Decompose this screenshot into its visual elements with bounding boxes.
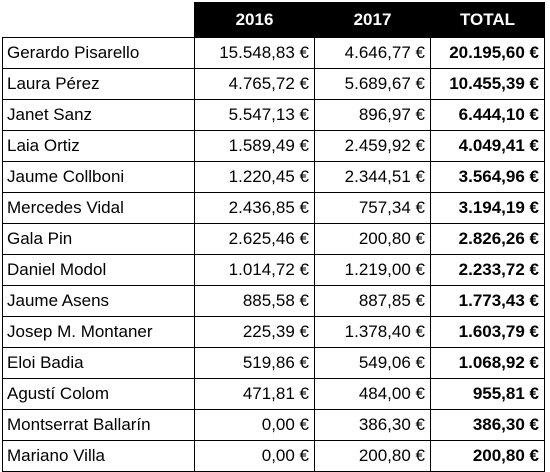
value-cell-2017[interactable]: 757,34 € (314, 192, 431, 224)
name-cell[interactable]: Laura Pérez (2, 68, 195, 100)
value-cell-2017[interactable]: 200,80 € (314, 440, 431, 472)
value-cell-2017[interactable]: 5.689,67 € (314, 68, 431, 100)
value-cell-2016[interactable]: 2.625,46 € (194, 223, 315, 255)
value-cell-2017[interactable]: 1.219,00 € (314, 254, 431, 286)
total-cell[interactable]: 2.826,26 € (430, 223, 545, 255)
value-cell-2017[interactable]: 386,30 € (314, 409, 431, 441)
value-cell-2016[interactable]: 1.014,72 € (194, 254, 315, 286)
value-cell-2016[interactable]: 885,58 € (194, 285, 315, 317)
value-cell-2017[interactable]: 484,00 € (314, 378, 431, 410)
name-cell[interactable]: Mariano Villa (2, 440, 195, 472)
value-cell-2016[interactable]: 4.765,72 € (194, 68, 315, 100)
total-cell[interactable]: 1.603,79 € (430, 316, 545, 348)
table-row: Laura Pérez 4.765,72 €5.689,67 €10.455,39… (2, 68, 545, 100)
header-row: 2016 2017 TOTAL (2, 2, 545, 38)
header-cell-total[interactable]: TOTAL (430, 2, 545, 38)
name-cell[interactable]: Daniel Modol (2, 254, 195, 286)
total-cell[interactable]: 3.564,96 € (430, 161, 545, 193)
total-cell[interactable]: 1.068,92 € (430, 347, 545, 379)
value-cell-2016[interactable]: 519,86 € (194, 347, 315, 379)
total-cell[interactable]: 4.049,41 € (430, 130, 545, 162)
table-row: Jaume Collboni 1.220,45 €2.344,51 €3.564,… (2, 161, 545, 193)
table-row: Montserrat Ballarín 0,00 €386,30 €386,30 … (2, 409, 545, 441)
total-cell[interactable]: 3.194,19 € (430, 192, 545, 224)
name-cell[interactable]: Eloi Badia (2, 347, 195, 379)
table-row: Gerardo Pisarello 15.548,83 €4.646,77 €20… (2, 37, 545, 69)
table-row: Gala Pin 2.625,46 €200,80 €2.826,26 € (2, 223, 545, 255)
total-cell[interactable]: 1.773,43 € (430, 285, 545, 317)
table-row: Daniel Modol 1.014,72 €1.219,00 €2.233,72… (2, 254, 545, 286)
table-row: Mariano Villa 0,00 €200,80 €200,80 € (2, 440, 545, 472)
value-cell-2017[interactable]: 887,85 € (314, 285, 431, 317)
table-row: Janet Sanz 5.547,13 €896,97 €6.444,10 € (2, 99, 545, 131)
total-cell[interactable]: 386,30 € (430, 409, 545, 441)
name-cell[interactable]: Jaume Asens (2, 285, 195, 317)
value-cell-2016[interactable]: 0,00 € (194, 409, 315, 441)
total-cell[interactable]: 955,81 € (430, 378, 545, 410)
table-body: Gerardo Pisarello 15.548,83 €4.646,77 €20… (2, 37, 545, 472)
value-cell-2016[interactable]: 1.589,49 € (194, 130, 315, 162)
value-cell-2017[interactable]: 2.459,92 € (314, 130, 431, 162)
header-cell-2016[interactable]: 2016 (194, 2, 315, 38)
total-cell[interactable]: 10.455,39 € (430, 68, 545, 100)
name-cell[interactable]: Agustí Colom (2, 378, 195, 410)
value-cell-2017[interactable]: 1.378,40 € (314, 316, 431, 348)
value-cell-2017[interactable]: 200,80 € (314, 223, 431, 255)
value-cell-2017[interactable]: 549,06 € (314, 347, 431, 379)
name-cell[interactable]: Gala Pin (2, 223, 195, 255)
value-cell-2017[interactable]: 896,97 € (314, 99, 431, 131)
table-row: Agustí Colom 471,81 €484,00 €955,81 € (2, 378, 545, 410)
table-row: Josep M. Montaner 225,39 €1.378,40 €1.603… (2, 316, 545, 348)
header-cell-blank[interactable] (2, 2, 195, 38)
total-cell[interactable]: 20.195,60 € (430, 37, 545, 69)
value-cell-2016[interactable]: 1.220,45 € (194, 161, 315, 193)
name-cell[interactable]: Josep M. Montaner (2, 316, 195, 348)
value-cell-2016[interactable]: 0,00 € (194, 440, 315, 472)
value-cell-2017[interactable]: 4.646,77 € (314, 37, 431, 69)
table-row: Mercedes Vidal 2.436,85 €757,34 €3.194,19… (2, 192, 545, 224)
value-cell-2016[interactable]: 471,81 € (194, 378, 315, 410)
name-cell[interactable]: Montserrat Ballarín (2, 409, 195, 441)
name-cell[interactable]: Gerardo Pisarello (2, 37, 195, 69)
value-cell-2017[interactable]: 2.344,51 € (314, 161, 431, 193)
name-cell[interactable]: Janet Sanz (2, 99, 195, 131)
table-row: Laia Ortiz 1.589,49 €2.459,92 €4.049,41 € (2, 130, 545, 162)
value-cell-2016[interactable]: 15.548,83 € (194, 37, 315, 69)
value-cell-2016[interactable]: 225,39 € (194, 316, 315, 348)
name-cell[interactable]: Laia Ortiz (2, 130, 195, 162)
table-row: Eloi Badia 519,86 €549,06 €1.068,92 € (2, 347, 545, 379)
total-cell[interactable]: 6.444,10 € (430, 99, 545, 131)
header-cell-2017[interactable]: 2017 (314, 2, 431, 38)
table-row: Jaume Asens 885,58 €887,85 €1.773,43 € (2, 285, 545, 317)
total-cell[interactable]: 200,80 € (430, 440, 545, 472)
value-cell-2016[interactable]: 2.436,85 € (194, 192, 315, 224)
name-cell[interactable]: Jaume Collboni (2, 161, 195, 193)
total-cell[interactable]: 2.233,72 € (430, 254, 545, 286)
value-cell-2016[interactable]: 5.547,13 € (194, 99, 315, 131)
name-cell[interactable]: Mercedes Vidal (2, 192, 195, 224)
